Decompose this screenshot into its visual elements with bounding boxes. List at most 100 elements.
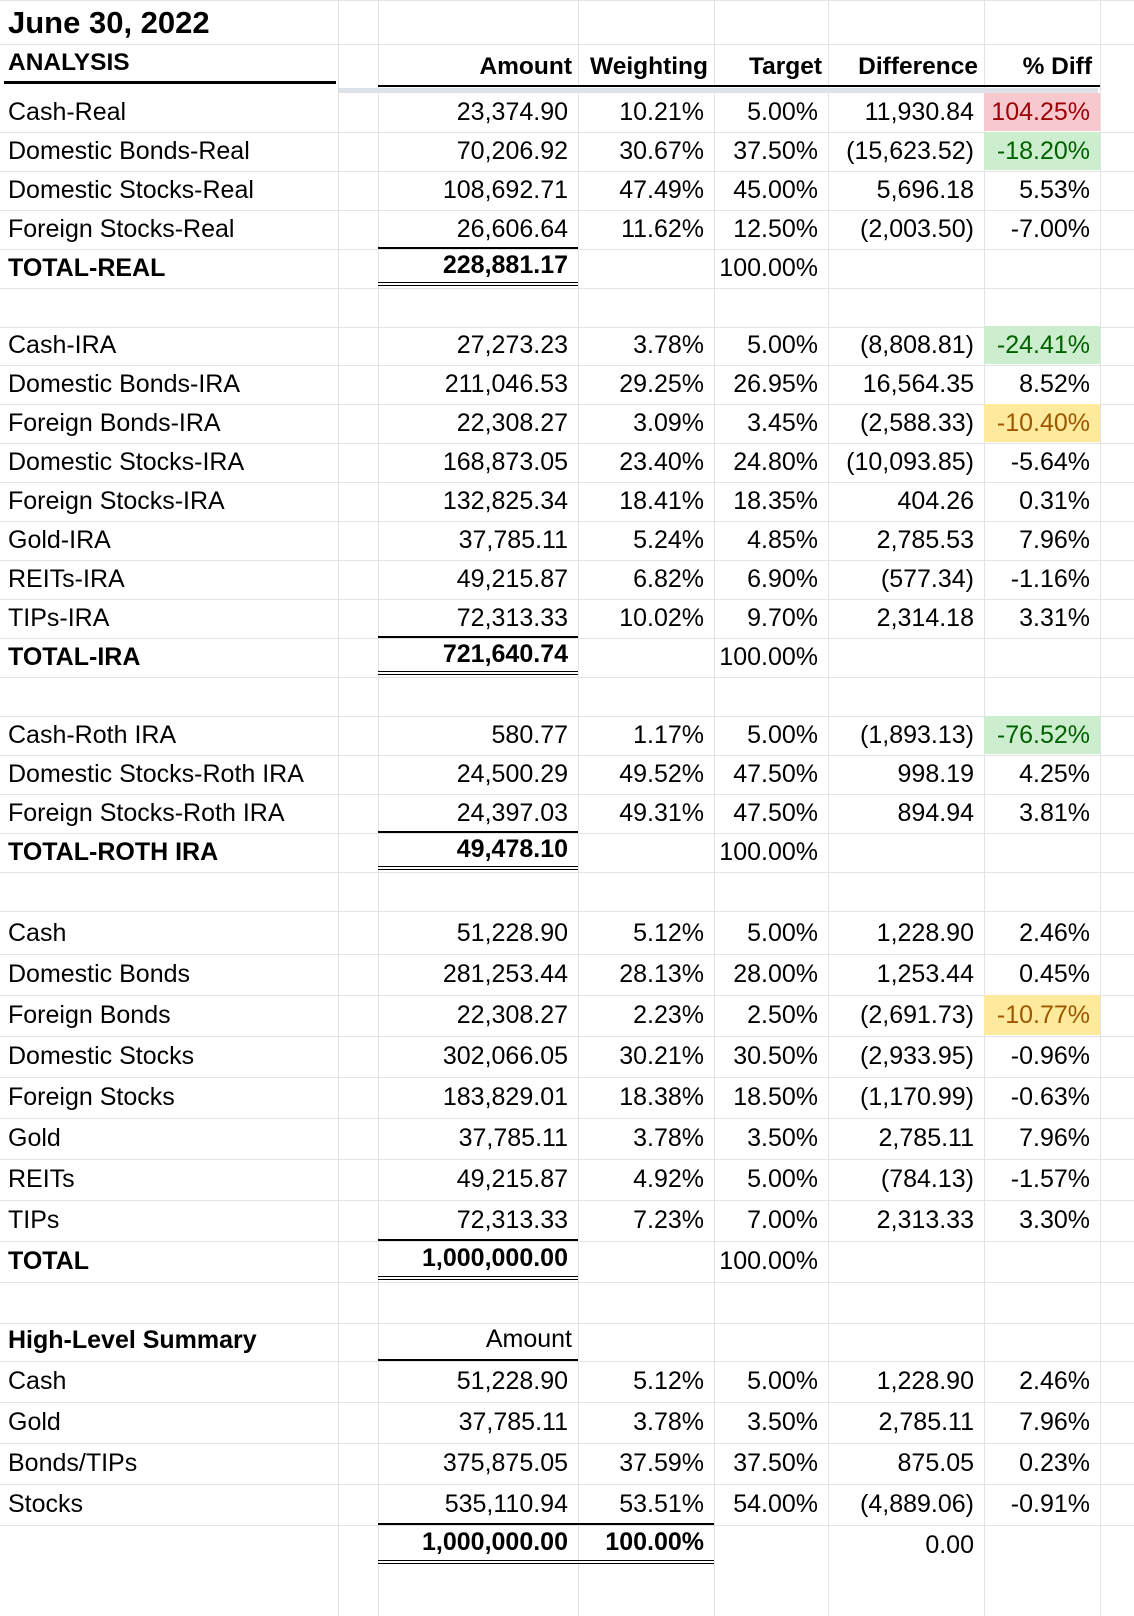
summary-difference-cell[interactable]: 2,785.11: [878, 1408, 974, 1436]
difference-cell[interactable]: 2,314.18: [876, 604, 974, 632]
difference-cell[interactable]: 2,313.33: [876, 1206, 974, 1234]
row-label[interactable]: Domestic Bonds: [8, 960, 191, 988]
difference-cell[interactable]: 2,785.11: [878, 1124, 974, 1152]
total-amount[interactable]: 1,000,000.00: [378, 1239, 578, 1280]
pct-diff-cell[interactable]: 3.31%: [1019, 604, 1090, 632]
summary-amount-cell[interactable]: 375,875.05: [442, 1449, 568, 1477]
weighting-cell[interactable]: 7.23%: [633, 1206, 704, 1234]
pct-diff-cell[interactable]: 7.96%: [1019, 1124, 1090, 1152]
amount-cell[interactable]: 49,215.87: [456, 565, 568, 593]
amount-cell[interactable]: 108,692.71: [442, 176, 568, 204]
pct-diff-cell[interactable]: -76.52%: [984, 716, 1100, 754]
amount-cell[interactable]: 51,228.90: [456, 919, 568, 947]
summary-pct-diff-cell[interactable]: 2.46%: [1019, 1367, 1090, 1395]
target-cell[interactable]: 2.50%: [747, 1001, 818, 1029]
target-cell[interactable]: 5.00%: [747, 1165, 818, 1193]
summary-weighting-cell[interactable]: 53.51%: [619, 1490, 704, 1518]
difference-cell[interactable]: 11,930.84: [864, 98, 974, 126]
amount-cell[interactable]: 183,829.01: [442, 1083, 568, 1111]
amount-cell[interactable]: 37,785.11: [458, 526, 568, 554]
row-label[interactable]: Foreign Bonds-IRA: [8, 409, 221, 437]
row-label[interactable]: Domestic Bonds-Real: [8, 137, 250, 165]
summary-target-cell[interactable]: 54.00%: [733, 1490, 818, 1518]
weighting-cell[interactable]: 29.25%: [619, 370, 704, 398]
difference-cell[interactable]: 16,564.35: [862, 370, 974, 398]
target-cell[interactable]: 12.50%: [733, 215, 818, 243]
pct-diff-cell[interactable]: -0.96%: [1010, 1042, 1090, 1070]
row-label[interactable]: Gold-IRA: [8, 526, 111, 554]
target-cell[interactable]: 5.00%: [747, 98, 818, 126]
weighting-cell[interactable]: 6.82%: [633, 565, 704, 593]
difference-cell[interactable]: (784.13): [880, 1165, 974, 1193]
weighting-cell[interactable]: 3.09%: [633, 409, 704, 437]
amount-cell[interactable]: 26,606.64: [456, 215, 568, 243]
summary-difference-cell[interactable]: (4,889.06): [860, 1490, 974, 1518]
amount-cell[interactable]: 27,273.23: [456, 331, 568, 359]
pct-diff-cell[interactable]: 3.30%: [1019, 1206, 1090, 1234]
row-label[interactable]: Foreign Stocks: [8, 1083, 175, 1111]
weighting-cell[interactable]: 10.02%: [619, 604, 704, 632]
summary-amount-header[interactable]: Amount: [378, 1320, 578, 1361]
header-amount[interactable]: Amount: [479, 53, 572, 80]
summary-difference-cell[interactable]: 875.05: [897, 1449, 974, 1477]
summary-pct-diff-cell[interactable]: -0.91%: [1010, 1490, 1090, 1518]
difference-cell[interactable]: (1,170.99): [860, 1083, 974, 1111]
summary-amount-cell[interactable]: 37,785.11: [458, 1408, 568, 1436]
header-weighting[interactable]: Weighting: [590, 53, 708, 80]
target-cell[interactable]: 28.00%: [733, 960, 818, 988]
total-amount[interactable]: 721,640.74: [378, 636, 578, 675]
pct-diff-cell[interactable]: -1.57%: [1010, 1165, 1090, 1193]
difference-cell[interactable]: (2,691.73): [860, 1001, 974, 1029]
target-cell[interactable]: 37.50%: [733, 137, 818, 165]
row-label[interactable]: TIPs: [8, 1206, 60, 1234]
target-cell[interactable]: 6.90%: [747, 565, 818, 593]
row-label[interactable]: Domestic Stocks-IRA: [8, 448, 245, 476]
target-cell[interactable]: 30.50%: [733, 1042, 818, 1070]
summary-difference-cell[interactable]: 1,228.90: [876, 1367, 974, 1395]
total-label[interactable]: TOTAL-ROTH IRA: [8, 838, 219, 866]
difference-cell[interactable]: (1,893.13): [860, 721, 974, 749]
weighting-cell[interactable]: 4.92%: [633, 1165, 704, 1193]
target-cell[interactable]: 24.80%: [733, 448, 818, 476]
difference-cell[interactable]: (577.34): [880, 565, 974, 593]
row-label[interactable]: Cash: [8, 919, 67, 947]
target-cell[interactable]: 18.50%: [733, 1083, 818, 1111]
amount-cell[interactable]: 281,253.44: [442, 960, 568, 988]
weighting-cell[interactable]: 23.40%: [619, 448, 704, 476]
pct-diff-cell[interactable]: -7.00%: [1010, 215, 1090, 243]
summary-target-cell[interactable]: 5.00%: [747, 1367, 818, 1395]
target-cell[interactable]: 5.00%: [747, 331, 818, 359]
header-target[interactable]: Target: [748, 53, 822, 80]
pct-diff-cell[interactable]: 5.53%: [1019, 176, 1090, 204]
pct-diff-cell[interactable]: 0.45%: [1019, 960, 1090, 988]
target-cell[interactable]: 3.50%: [747, 1124, 818, 1152]
summary-row-label[interactable]: Gold: [8, 1408, 61, 1436]
amount-cell[interactable]: 70,206.92: [456, 137, 568, 165]
amount-cell[interactable]: 23,374.90: [456, 98, 568, 126]
weighting-cell[interactable]: 10.21%: [619, 98, 704, 126]
amount-cell[interactable]: 132,825.34: [442, 487, 568, 515]
difference-cell[interactable]: 5,696.18: [876, 176, 974, 204]
summary-target-cell[interactable]: 3.50%: [747, 1408, 818, 1436]
difference-cell[interactable]: 1,228.90: [876, 919, 974, 947]
target-cell[interactable]: 45.00%: [733, 176, 818, 204]
pct-diff-cell[interactable]: 3.81%: [1019, 799, 1090, 827]
row-label[interactable]: Cash-Real: [8, 98, 127, 126]
pct-diff-cell[interactable]: 7.96%: [1019, 526, 1090, 554]
total-label[interactable]: TOTAL: [8, 1247, 90, 1275]
total-target[interactable]: 100.00%: [719, 254, 818, 282]
pct-diff-cell[interactable]: 8.52%: [1019, 370, 1090, 398]
row-label[interactable]: Domestic Bonds-IRA: [8, 370, 241, 398]
pct-diff-cell[interactable]: -10.77%: [984, 995, 1100, 1035]
pct-diff-cell[interactable]: 2.46%: [1019, 919, 1090, 947]
target-cell[interactable]: 47.50%: [733, 799, 818, 827]
amount-cell[interactable]: 211,046.53: [444, 370, 568, 398]
amount-cell[interactable]: 580.77: [491, 721, 568, 749]
row-label[interactable]: Foreign Stocks-Real: [8, 215, 235, 243]
target-cell[interactable]: 26.95%: [733, 370, 818, 398]
weighting-cell[interactable]: 2.23%: [633, 1001, 704, 1029]
target-cell[interactable]: 7.00%: [747, 1206, 818, 1234]
weighting-cell[interactable]: 18.41%: [619, 487, 704, 515]
amount-cell[interactable]: 24,397.03: [456, 799, 568, 827]
weighting-cell[interactable]: 5.12%: [633, 919, 704, 947]
